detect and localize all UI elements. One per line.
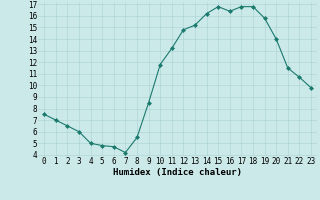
- X-axis label: Humidex (Indice chaleur): Humidex (Indice chaleur): [113, 168, 242, 177]
